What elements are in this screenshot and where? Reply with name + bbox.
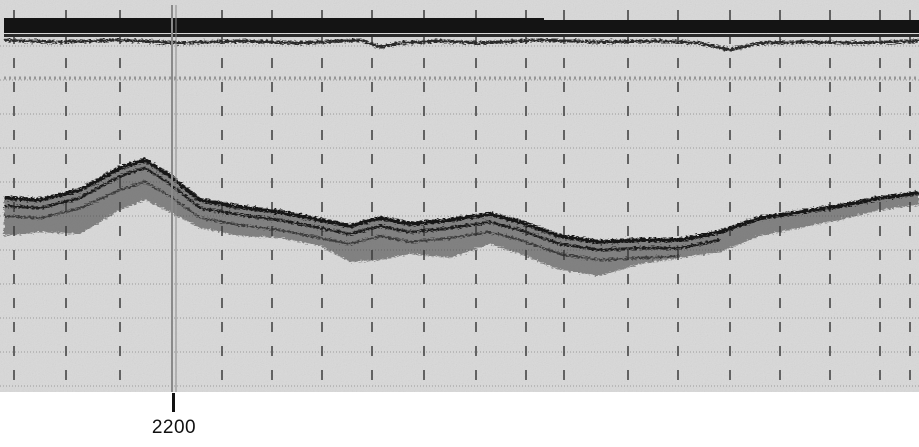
time-marker-tick — [172, 393, 175, 412]
seismic-profile-record — [0, 0, 919, 392]
seafloor-primary — [3, 157, 919, 245]
seafloor-reflector — [3, 157, 919, 276]
seafloor-tertiary — [3, 180, 681, 262]
surface-band — [3, 18, 919, 80]
surface-noise — [3, 38, 919, 52]
seafloor-secondary — [3, 166, 721, 252]
time-marker-label: 2200 — [151, 417, 197, 438]
